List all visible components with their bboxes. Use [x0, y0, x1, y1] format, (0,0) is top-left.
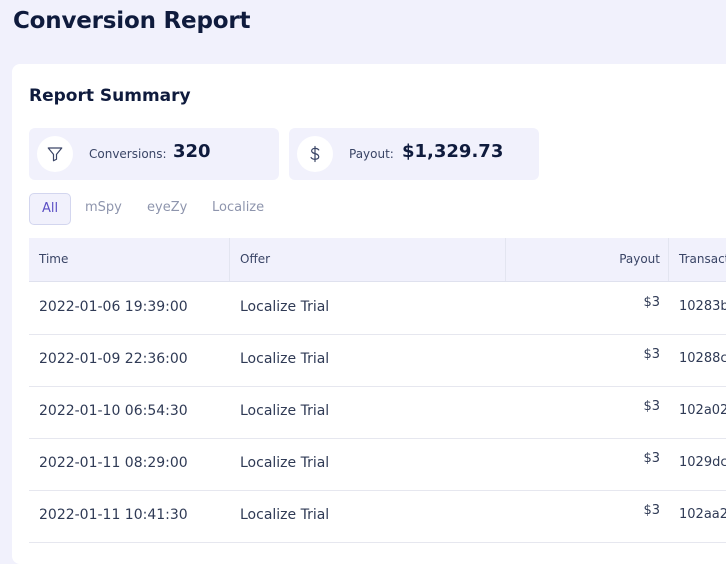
cell-payout: $3 [643, 399, 660, 414]
dollar-icon [297, 136, 333, 172]
header-transaction[interactable]: Transact [679, 252, 726, 266]
table-row[interactable]: 2022-01-06 19:39:00 Localize Trial $3 10… [29, 282, 726, 335]
filter-icon [37, 136, 73, 172]
cell-offer: Localize Trial [240, 351, 330, 367]
tab-mspy[interactable]: mSpy [85, 200, 122, 215]
column-divider [668, 238, 669, 281]
cell-time: 2022-01-10 06:54:30 [39, 403, 188, 419]
column-divider [229, 238, 230, 281]
cell-time: 2022-01-11 10:41:30 [39, 507, 188, 523]
payout-label: Payout: [349, 147, 394, 161]
cell-offer: Localize Trial [240, 299, 330, 315]
cell-time: 2022-01-11 08:29:00 [39, 455, 188, 471]
table-row[interactable]: 2022-01-11 10:41:30 Localize Trial $3 10… [29, 490, 726, 543]
cell-payout: $3 [643, 503, 660, 518]
payout-stat: Payout: $1,329.73 [289, 128, 539, 180]
table-header: Time Offer Payout Transact [29, 238, 726, 282]
cell-time: 2022-01-09 22:36:00 [39, 351, 188, 367]
tab-localize[interactable]: Localize [212, 200, 265, 215]
conversions-label: Conversions: [89, 147, 167, 161]
cell-transaction: 1029dc [679, 455, 726, 470]
payout-value: $1,329.73 [402, 141, 504, 162]
header-payout[interactable]: Payout [619, 252, 660, 266]
cell-time: 2022-01-06 19:39:00 [39, 299, 188, 315]
cell-offer: Localize Trial [240, 507, 330, 523]
table-row[interactable]: 2022-01-10 06:54:30 Localize Trial $3 10… [29, 386, 726, 439]
tab-eyezy[interactable]: eyeZy [147, 200, 188, 215]
cell-payout: $3 [643, 347, 660, 362]
table-row[interactable]: 2022-01-11 08:29:00 Localize Trial $3 10… [29, 438, 726, 491]
cell-payout: $3 [643, 451, 660, 466]
conversions-stat: Conversions: 320 [29, 128, 279, 180]
cell-payout: $3 [643, 295, 660, 310]
cell-offer: Localize Trial [240, 455, 330, 471]
cell-transaction: 102a02 [679, 403, 726, 418]
cell-transaction: 10283b [679, 299, 726, 314]
cell-offer: Localize Trial [240, 403, 330, 419]
cell-transaction: 10288c [679, 351, 726, 366]
conversions-value: 320 [173, 141, 211, 162]
table-row[interactable]: 2022-01-09 22:36:00 Localize Trial $3 10… [29, 334, 726, 387]
header-offer[interactable]: Offer [240, 252, 271, 266]
cell-transaction: 102aa2 [679, 507, 726, 522]
tab-all[interactable]: All [29, 193, 72, 225]
page-title: Conversion Report [13, 8, 251, 34]
section-title: Report Summary [29, 86, 191, 106]
column-divider [505, 238, 506, 281]
report-card: Report Summary Conversions: 320 Payout: … [12, 64, 726, 564]
header-time[interactable]: Time [39, 252, 69, 266]
